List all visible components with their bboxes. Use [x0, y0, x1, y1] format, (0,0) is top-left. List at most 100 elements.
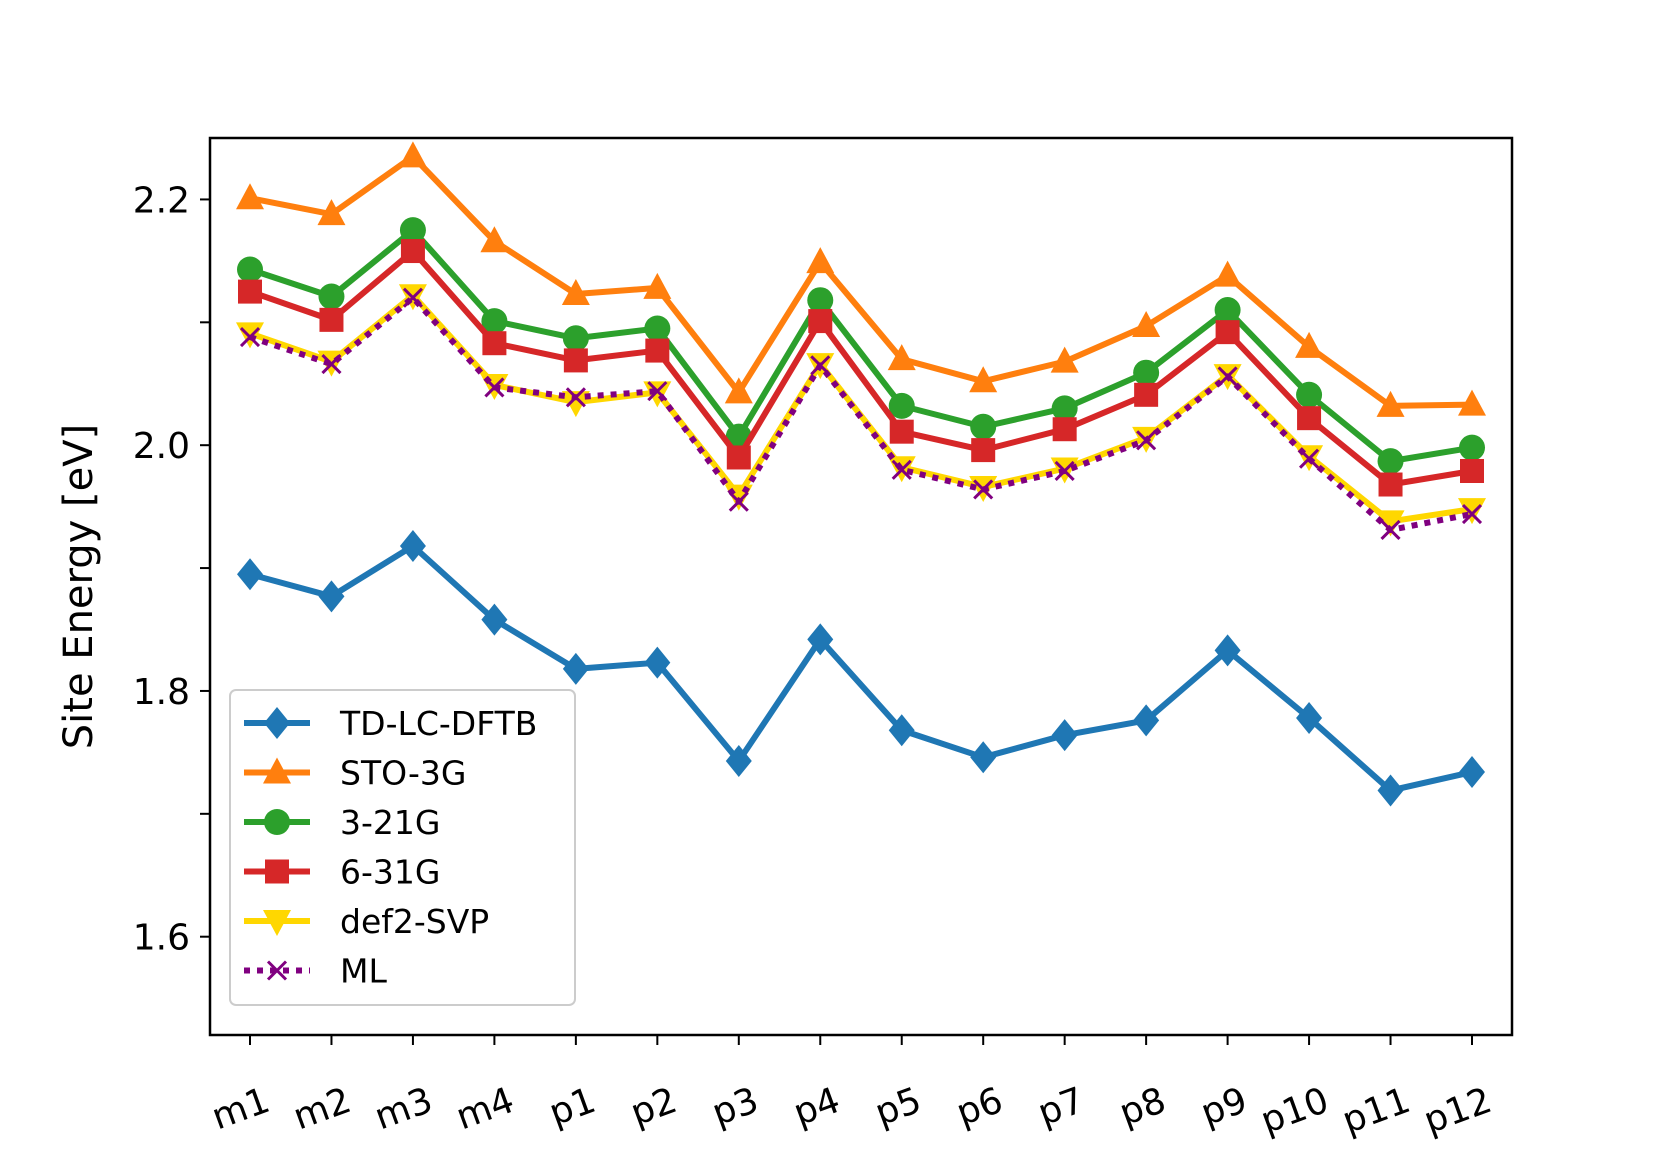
x-marker-stroke [1461, 503, 1483, 525]
data-point [484, 377, 505, 398]
data-point [318, 283, 345, 310]
data-point [970, 413, 997, 440]
data-point [807, 623, 834, 656]
series-td-lc-dftb [237, 529, 1485, 807]
data-point [239, 326, 261, 348]
data-point [1376, 510, 1405, 537]
data-point [808, 309, 833, 334]
data-point [398, 141, 427, 168]
y-tick-label: 2.2 [133, 180, 190, 221]
series-line [249, 248, 1473, 488]
data-point [481, 603, 508, 636]
x-marker-stroke [973, 479, 994, 500]
x-tick-label: p10 [1256, 1080, 1335, 1142]
data-point [891, 459, 912, 480]
x-tick-label: p5 [870, 1080, 927, 1134]
y-axis-label: Site Energy [eV] [56, 424, 102, 749]
series-group [236, 141, 1486, 807]
data-point [1458, 498, 1486, 525]
x-marker-stroke [1299, 448, 1320, 469]
data-point [1214, 297, 1241, 324]
legend-marker [263, 757, 291, 784]
x-tick-label: p7 [1033, 1080, 1090, 1134]
data-point [399, 217, 426, 244]
legend-marker [266, 960, 288, 981]
x-marker-stroke [484, 377, 505, 398]
data-point [1295, 331, 1324, 358]
series-line [249, 227, 1473, 465]
data-point [1299, 448, 1320, 469]
legend-label: 3-21G [340, 803, 440, 842]
x-marker-stroke [565, 387, 586, 408]
data-point [889, 419, 914, 444]
data-point [482, 331, 507, 356]
legend-entry: def2-SVP [244, 902, 489, 941]
data-point [562, 325, 589, 352]
x-tick-label: m1 [207, 1080, 276, 1138]
legend-label: TD-LC-DFTB [339, 704, 537, 743]
series-sto-3g [236, 141, 1486, 417]
data-point [644, 646, 671, 679]
legend-marker [264, 707, 290, 739]
x-tick-label: p6 [951, 1080, 1008, 1134]
legend-label: ML [340, 952, 387, 991]
x-tick-label: p8 [1114, 1080, 1171, 1134]
data-point [888, 392, 915, 419]
x-tick-label: p1 [544, 1080, 601, 1134]
legend-entry: ML [244, 952, 387, 991]
data-point [1461, 503, 1483, 525]
legend-entry: 3-21G [244, 803, 440, 842]
data-point [1051, 395, 1078, 422]
data-point [726, 445, 751, 470]
series-line [249, 542, 1473, 794]
x-marker-stroke [239, 326, 261, 348]
data-point [888, 714, 915, 747]
data-point [238, 279, 262, 304]
data-point [1217, 366, 1238, 387]
legend-entry: STO-3G [244, 754, 466, 793]
data-point [728, 491, 749, 512]
data-point [563, 348, 588, 373]
x-tick-label: p9 [1196, 1080, 1253, 1134]
data-point [565, 387, 586, 408]
plot-frame [208, 136, 1514, 1037]
series-line [249, 294, 1473, 533]
legend-label: STO-3G [340, 754, 466, 793]
legend-label: def2-SVP [340, 902, 489, 941]
legend-frame [229, 689, 576, 1006]
y-tick-label: 1.8 [133, 672, 190, 713]
data-point [971, 438, 996, 463]
data-point [1297, 406, 1322, 431]
data-point [1380, 519, 1401, 541]
x-tick-label: m4 [451, 1080, 520, 1138]
data-point [1378, 472, 1403, 497]
data-point [1296, 701, 1323, 734]
legend-entry: TD-LC-DFTB [244, 704, 537, 743]
data-point [1215, 320, 1240, 345]
x-marker-stroke [1054, 460, 1075, 482]
data-point [562, 652, 589, 685]
data-point [807, 287, 834, 314]
data-point [644, 315, 671, 342]
data-point [319, 307, 344, 332]
data-point [236, 183, 264, 210]
data-point [1136, 430, 1157, 451]
data-point [1377, 448, 1404, 475]
data-point [1377, 774, 1404, 807]
data-point [1133, 359, 1160, 386]
data-point [1213, 260, 1242, 287]
data-point [1132, 311, 1161, 338]
data-point [645, 338, 670, 363]
x-marker-stroke [647, 381, 668, 402]
data-point [1133, 704, 1160, 737]
legend: TD-LC-DFTB STO-3G 3-21G 6-31G def2-SVP ML [229, 689, 576, 1006]
x-marker-stroke [402, 287, 423, 308]
series-3-21g [237, 217, 1485, 475]
x-marker-stroke [891, 459, 912, 480]
data-point [399, 529, 426, 562]
data-point [1296, 381, 1323, 408]
data-point [810, 355, 831, 376]
legend-marker [265, 859, 289, 884]
